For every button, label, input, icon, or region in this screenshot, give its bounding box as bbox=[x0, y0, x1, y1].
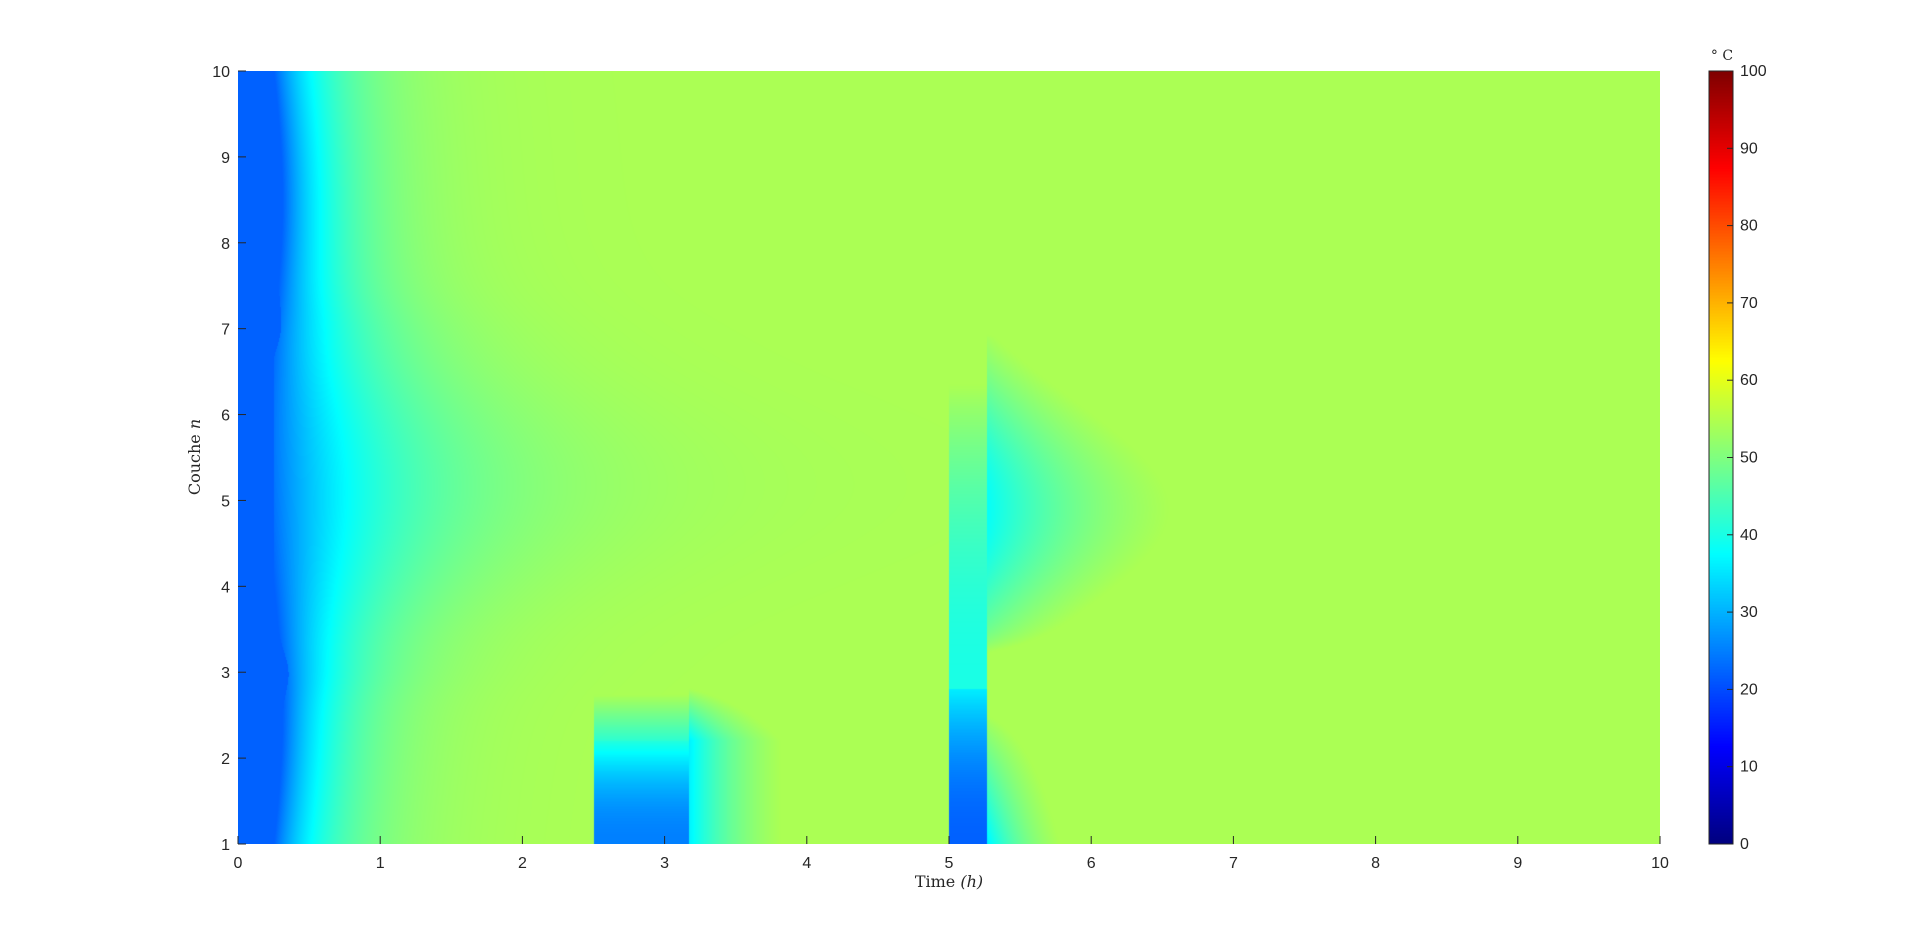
colorbar-tick-label: 10 bbox=[1740, 759, 1758, 776]
y-tick-label: 1 bbox=[221, 837, 230, 854]
x-tick-label: 6 bbox=[1087, 855, 1096, 872]
x-tick-label: 3 bbox=[660, 855, 669, 872]
colorbar-tick-label: 40 bbox=[1740, 527, 1758, 544]
x-tick-label: 5 bbox=[945, 855, 954, 872]
y-axis-ticks: 1 2 3 4 5 6 7 8 9 10 bbox=[212, 64, 246, 854]
heatmap-plot-area bbox=[238, 71, 1660, 844]
x-tick-label: 8 bbox=[1371, 855, 1380, 872]
y-tick-label: 5 bbox=[221, 493, 230, 510]
x-tick-label: 1 bbox=[376, 855, 385, 872]
x-axis-ticks: 0 1 2 3 4 5 6 7 8 9 10 bbox=[234, 836, 1669, 872]
colorbar-unit-label: ° C bbox=[1711, 48, 1733, 64]
x-tick-label: 7 bbox=[1229, 855, 1238, 872]
colorbar-tick-label: 80 bbox=[1740, 218, 1758, 235]
colorbar-tick-label: 0 bbox=[1740, 836, 1749, 853]
x-tick-label: 9 bbox=[1513, 855, 1522, 872]
x-tick-label: 4 bbox=[802, 855, 811, 872]
y-tick-label: 2 bbox=[221, 751, 230, 768]
y-tick-label: 6 bbox=[221, 408, 230, 425]
y-tick-label: 4 bbox=[221, 579, 230, 596]
x-axis-label: Time (h) bbox=[915, 872, 983, 891]
colorbar-ticks: 0 10 20 30 40 50 60 70 80 90 100 bbox=[1708, 63, 1767, 853]
colorbar-tick-label: 70 bbox=[1740, 295, 1758, 312]
x-tick-label: 0 bbox=[234, 855, 243, 872]
colorbar-tick-label: 30 bbox=[1740, 604, 1758, 621]
y-tick-label: 9 bbox=[221, 150, 230, 167]
x-tick-label: 10 bbox=[1651, 855, 1669, 872]
y-tick-label: 7 bbox=[221, 322, 230, 339]
x-tick-label: 2 bbox=[518, 855, 527, 872]
y-tick-label: 8 bbox=[221, 236, 230, 253]
y-tick-label: 3 bbox=[221, 665, 230, 682]
colorbar-tick-label: 100 bbox=[1740, 63, 1767, 80]
y-tick-label: 10 bbox=[212, 64, 230, 81]
colorbar-tick-label: 50 bbox=[1740, 450, 1758, 467]
colorbar-tick-label: 90 bbox=[1740, 140, 1758, 157]
colorbar-tick-label: 20 bbox=[1740, 681, 1758, 698]
y-axis-label: Couche n bbox=[185, 419, 204, 495]
colorbar-tick-label: 60 bbox=[1740, 372, 1758, 389]
